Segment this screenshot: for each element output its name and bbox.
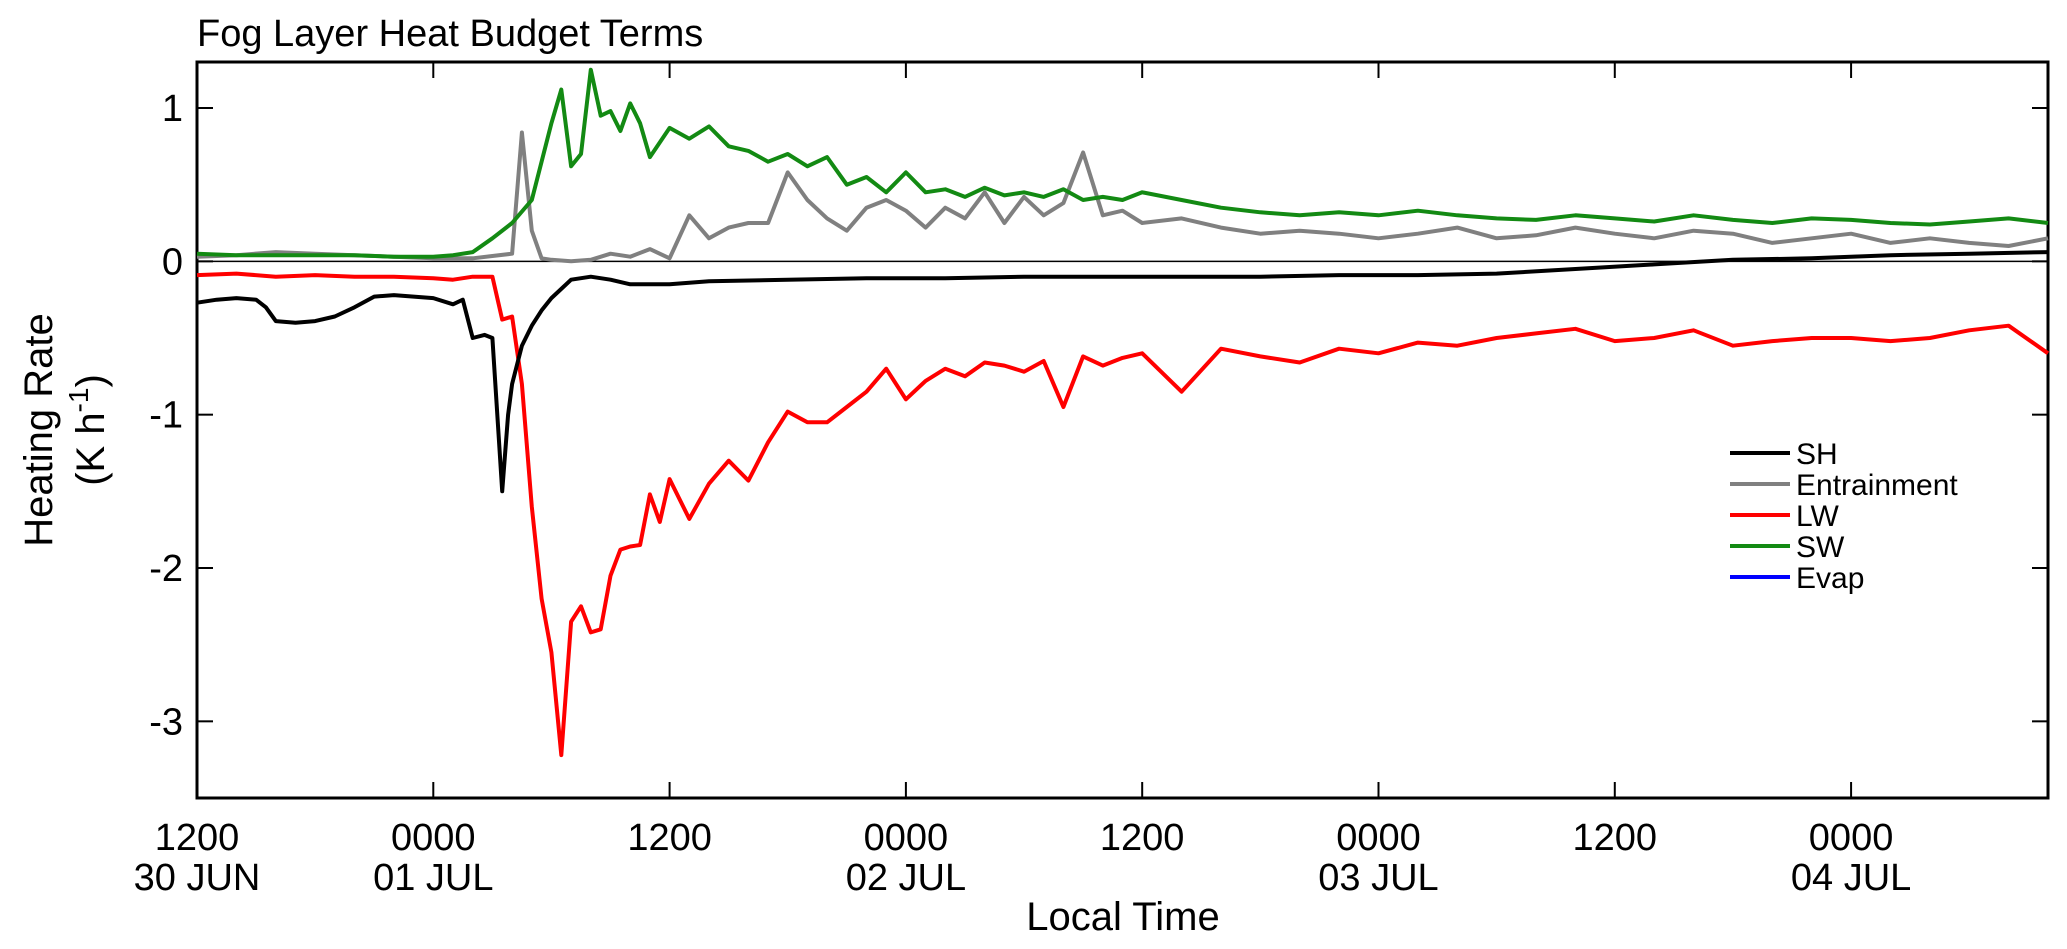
x-tick-label-time: 0000 [1336,817,1421,859]
y-axis-label: Heating Rate (K h-1) [17,313,113,546]
series-line-sh [196,250,2049,494]
x-axis-label: Local Time [1026,895,1219,939]
y-axis-label-line1: Heating Rate [17,313,61,546]
chart-title: Fog Layer Heat Budget Terms [197,13,703,55]
y-tick-label: -1 [149,395,183,437]
legend-label-entrainment: Entrainment [1796,469,1958,502]
x-tick-label-time: 0000 [391,817,476,859]
x-tick-label-date: 04 JUL [1791,857,1911,899]
x-tick-label-time: 0000 [1809,817,1894,859]
x-tick-label-time: 1200 [1100,817,1185,859]
x-tick-label-time: 1200 [627,817,712,859]
x-tick-label-date: 03 JUL [1318,857,1438,899]
x-tick-label-time: 1200 [155,817,240,859]
x-tick-label-time: 1200 [1573,817,1658,859]
x-tick-label-time: 0000 [864,817,949,859]
legend-label-sw: SW [1796,531,1845,564]
series-lines [196,67,2050,758]
series-line-sw [196,67,2049,259]
legend-label-sh: SH [1796,438,1838,471]
y-tick-label: 1 [162,88,183,130]
legend-label-evap: Evap [1796,562,1864,595]
y-tick-label: 0 [162,241,183,283]
legend-label-lw: LW [1796,500,1839,533]
plot-area-frame [195,60,2050,800]
series-line-lw [196,271,2050,758]
y-tick-label: -3 [149,701,183,743]
x-tick-label-date: 01 JUL [373,857,493,899]
y-axis-label-unit: (K h-1) [63,374,113,486]
y-axis-ticks: 1 0 -1 -2 -3 [149,88,2048,743]
x-tick-label-date: 02 JUL [846,857,966,899]
x-tick-label-date: 30 JUN [134,857,261,899]
series-line-entrainment [196,130,2049,264]
y-tick-label: -2 [149,548,183,590]
